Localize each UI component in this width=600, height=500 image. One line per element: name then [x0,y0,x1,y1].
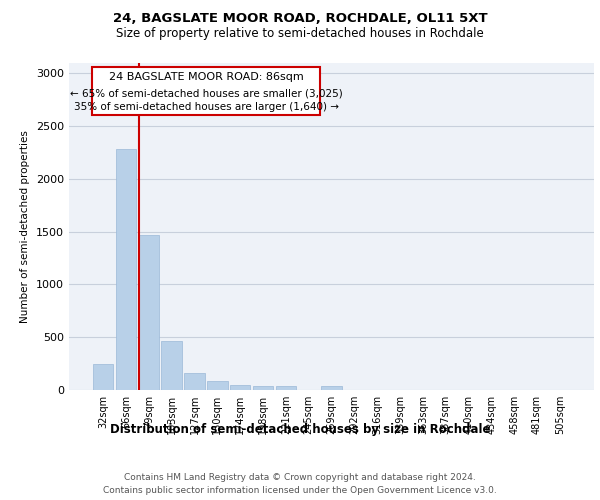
Bar [321,386,342,390]
Y-axis label: Number of semi-detached properties: Number of semi-detached properties [20,130,31,322]
Bar [184,373,205,390]
Text: Contains HM Land Registry data © Crown copyright and database right 2024.: Contains HM Land Registry data © Crown c… [124,472,476,482]
Text: Distribution of semi-detached houses by size in Rochdale: Distribution of semi-detached houses by … [110,422,490,436]
Bar [207,381,227,390]
Text: 35% of semi-detached houses are larger (1,640) →: 35% of semi-detached houses are larger (… [74,102,338,112]
Bar [139,234,159,390]
Bar [116,149,136,390]
Bar [93,364,113,390]
Text: 24, BAGSLATE MOOR ROAD, ROCHDALE, OL11 5XT: 24, BAGSLATE MOOR ROAD, ROCHDALE, OL11 5… [113,12,487,26]
Bar [230,384,250,390]
Text: ← 65% of semi-detached houses are smaller (3,025): ← 65% of semi-detached houses are smalle… [70,88,343,99]
Bar [161,342,182,390]
FancyBboxPatch shape [92,66,320,116]
Bar [253,386,273,390]
Text: 24 BAGSLATE MOOR ROAD: 86sqm: 24 BAGSLATE MOOR ROAD: 86sqm [109,72,304,83]
Text: Contains public sector information licensed under the Open Government Licence v3: Contains public sector information licen… [103,486,497,495]
Bar [275,386,296,390]
Text: Size of property relative to semi-detached houses in Rochdale: Size of property relative to semi-detach… [116,28,484,40]
